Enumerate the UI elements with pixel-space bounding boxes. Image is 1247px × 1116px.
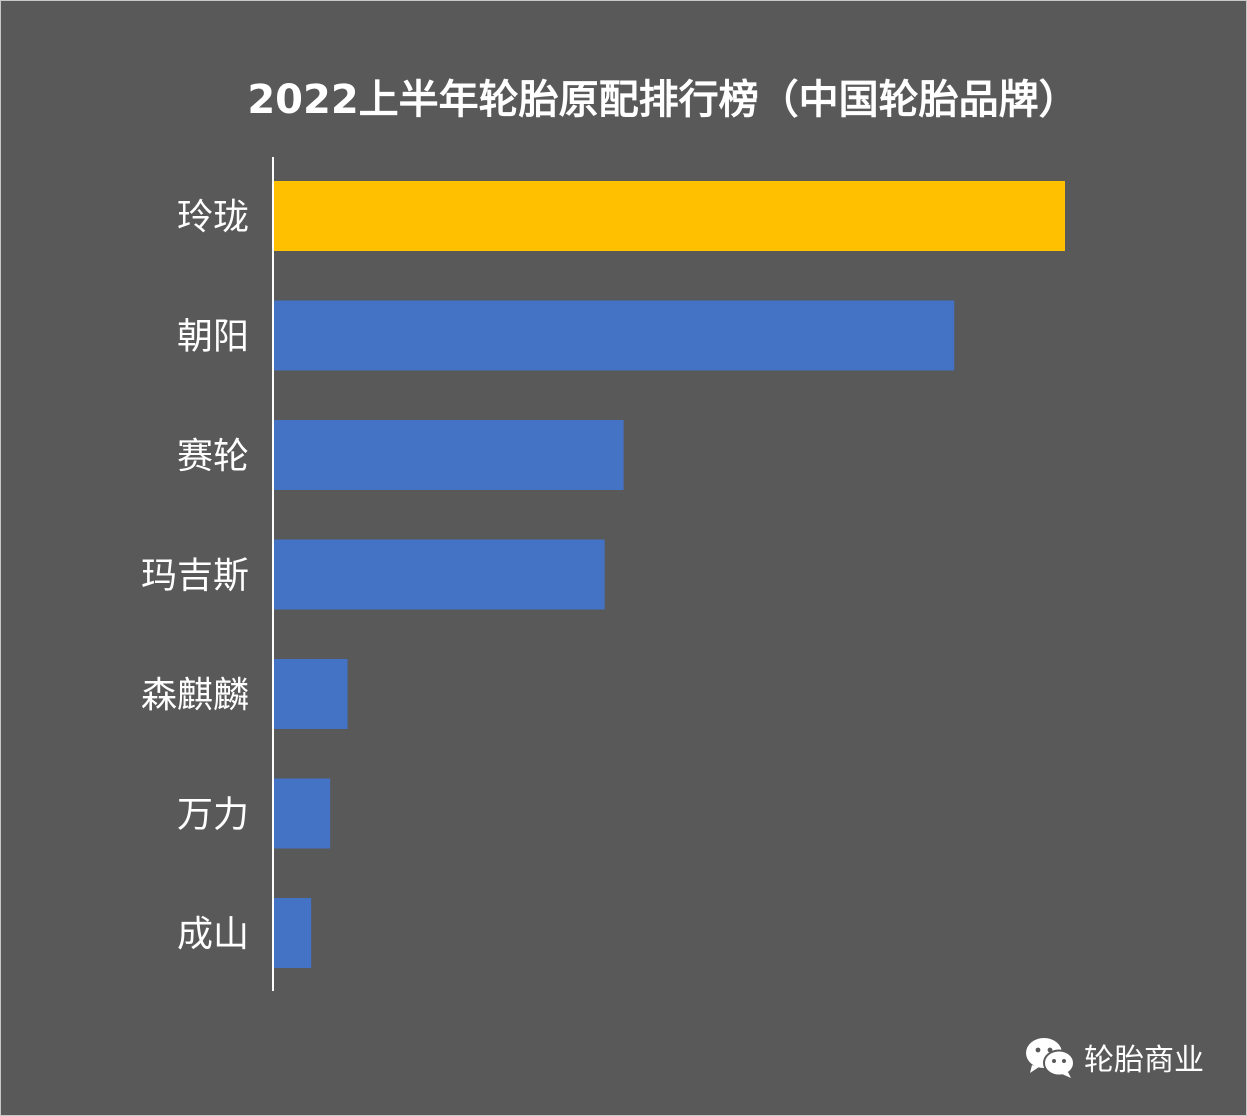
bar-6 — [274, 898, 312, 968]
watermark-text: 轮胎商业 — [1084, 1043, 1204, 1078]
bar-1 — [274, 300, 955, 371]
bar-3 — [274, 539, 605, 610]
category-label-1: 朝阳 — [177, 317, 249, 358]
category-label-2: 赛轮 — [177, 436, 249, 477]
bar-4 — [274, 659, 348, 729]
category-label-0: 玲珑 — [177, 197, 249, 238]
category-label-5: 万力 — [177, 795, 249, 836]
bar-5 — [274, 778, 331, 849]
watermark: 轮胎商业 — [1024, 1035, 1204, 1079]
bars-group — [274, 181, 1065, 968]
bar-0 — [274, 181, 1065, 251]
category-label-3: 玛吉斯 — [141, 556, 249, 597]
category-label-6: 成山 — [177, 914, 249, 955]
category-label-4: 森麒麟 — [141, 675, 249, 716]
wechat-icon — [1026, 1038, 1075, 1078]
bar-2 — [274, 420, 624, 490]
chart-title: 2022上半年轮胎原配排行榜（中国轮胎品牌） — [247, 77, 1078, 123]
